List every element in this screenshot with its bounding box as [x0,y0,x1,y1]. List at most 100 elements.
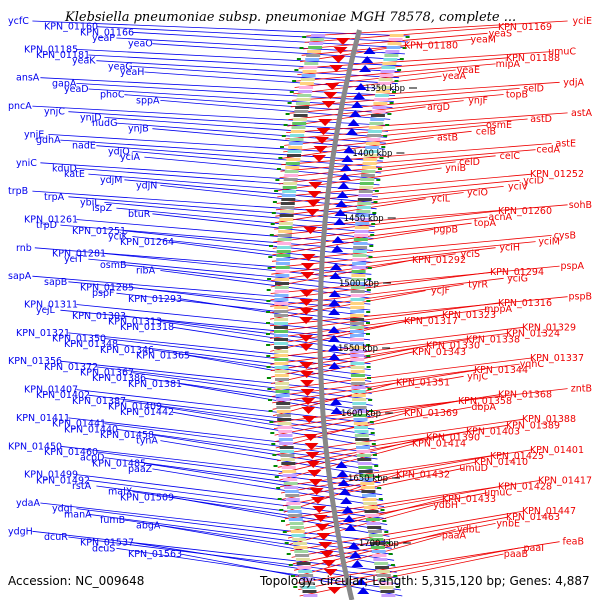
feature-block [350,362,365,365]
ring-tick [390,564,395,566]
feature-block [275,266,290,269]
gene-label: paaI [524,543,544,554]
gene-label: trpA [44,192,65,203]
feature-block [287,510,302,513]
feature-block [351,274,366,277]
gene-label: ydaA [16,498,40,509]
gene-leader-line [283,130,472,153]
gene-leader-line [172,326,371,359]
ring-tick [275,179,280,181]
gene-leader-line [60,139,383,162]
gene-label: KPN_01403 [466,427,520,438]
feature-block [292,538,307,541]
gene-label: osmE [486,120,512,131]
gene-label: yciE [573,16,593,27]
gene-leader-line [271,357,532,391]
gene-label: yeaD [64,84,89,95]
gene-label: KPN_01260 [498,206,552,217]
gene-leader-line [272,375,464,410]
gene-label: trpB [8,186,28,197]
feature-block [350,294,365,297]
gene-leader-line [275,412,406,449]
gene-label: KPN_01458 [100,430,154,441]
feature-block [373,558,388,561]
gene-leader-line [124,400,376,436]
gene-label: KPN_01411 [16,413,70,424]
feature-block [291,126,306,129]
feature-block [295,106,310,109]
ring-tick [276,168,281,170]
feature-block [295,558,310,561]
feature-block [361,170,376,173]
ring-tick [366,355,371,357]
gene-arrow-reverse [361,56,374,63]
feature-block [357,198,372,201]
ruler-label: 1700 kbp [359,539,399,549]
gene-arrow-forward [303,227,318,234]
feature-block [276,246,291,249]
feature-block [372,554,387,557]
gene-arrow-forward [299,317,314,324]
gene-arrow-forward [315,524,330,531]
gene-arrow-reverse [330,407,343,414]
feature-block [275,262,290,265]
ring-tick [384,531,389,533]
feature-block [279,214,294,217]
feature-block [368,126,383,129]
feature-block [293,114,308,117]
gene-arrow-reverse [333,218,346,225]
feature-block [286,158,301,161]
gene-arrow-reverse [328,326,340,333]
feature-block [378,582,393,585]
gene-arrow-reverse [334,209,347,216]
gene-arrow-reverse [340,164,353,171]
gene-leader-line [269,302,500,333]
ring-tick [267,388,272,390]
feature-block [360,482,375,485]
gene-leader-line [271,351,414,384]
gene-arrow-reverse [338,173,351,180]
feature-block [274,294,289,297]
gene-label: KPN_01368 [498,390,552,401]
gene-arrow-forward [323,92,338,99]
gene-label: ribA [136,266,156,277]
gene-label: KPN_01252 [530,169,584,180]
gene-leader-line [273,210,500,236]
gene-leader-line [272,369,476,404]
gene-label: KPN_01409 [108,402,162,413]
gene-arrow-reverse [354,83,367,90]
ring-tick [371,223,376,225]
gene-label: dbpA [471,402,496,413]
gene-arrow-reverse [342,146,355,153]
feature-block [358,190,373,193]
gene-label: KPN_01346 [100,345,154,356]
gene-label: manA [64,509,92,520]
gene-arrow-forward [299,308,314,315]
feature-block [353,242,368,245]
gene-leader-line [160,406,376,442]
gene-label: ynjB [128,124,149,135]
gene-label: KPN_01330 [426,341,480,352]
gene-label: KPN_01425 [490,451,544,462]
gene-leader-line [271,247,496,275]
gene-arrow-reverse [335,461,348,468]
feature-block [295,102,310,105]
gene-arrow-reverse [345,128,358,135]
feature-block [274,330,288,333]
feature-block [370,546,385,549]
feature-block [364,150,379,153]
feature-block [306,54,321,57]
feature-block [350,314,365,317]
ring-tick [382,520,387,522]
feature-block [280,202,295,205]
gene-label: sohB [569,200,592,211]
feature-block [282,474,297,477]
gene-label: KPN_01358 [458,396,512,407]
feature-block [274,314,289,317]
ring-tick [370,234,375,236]
feature-block [362,162,377,165]
gene-leader-line [271,241,536,269]
feature-block [377,578,392,581]
ring-tick [271,443,276,445]
feature-block [274,354,289,357]
